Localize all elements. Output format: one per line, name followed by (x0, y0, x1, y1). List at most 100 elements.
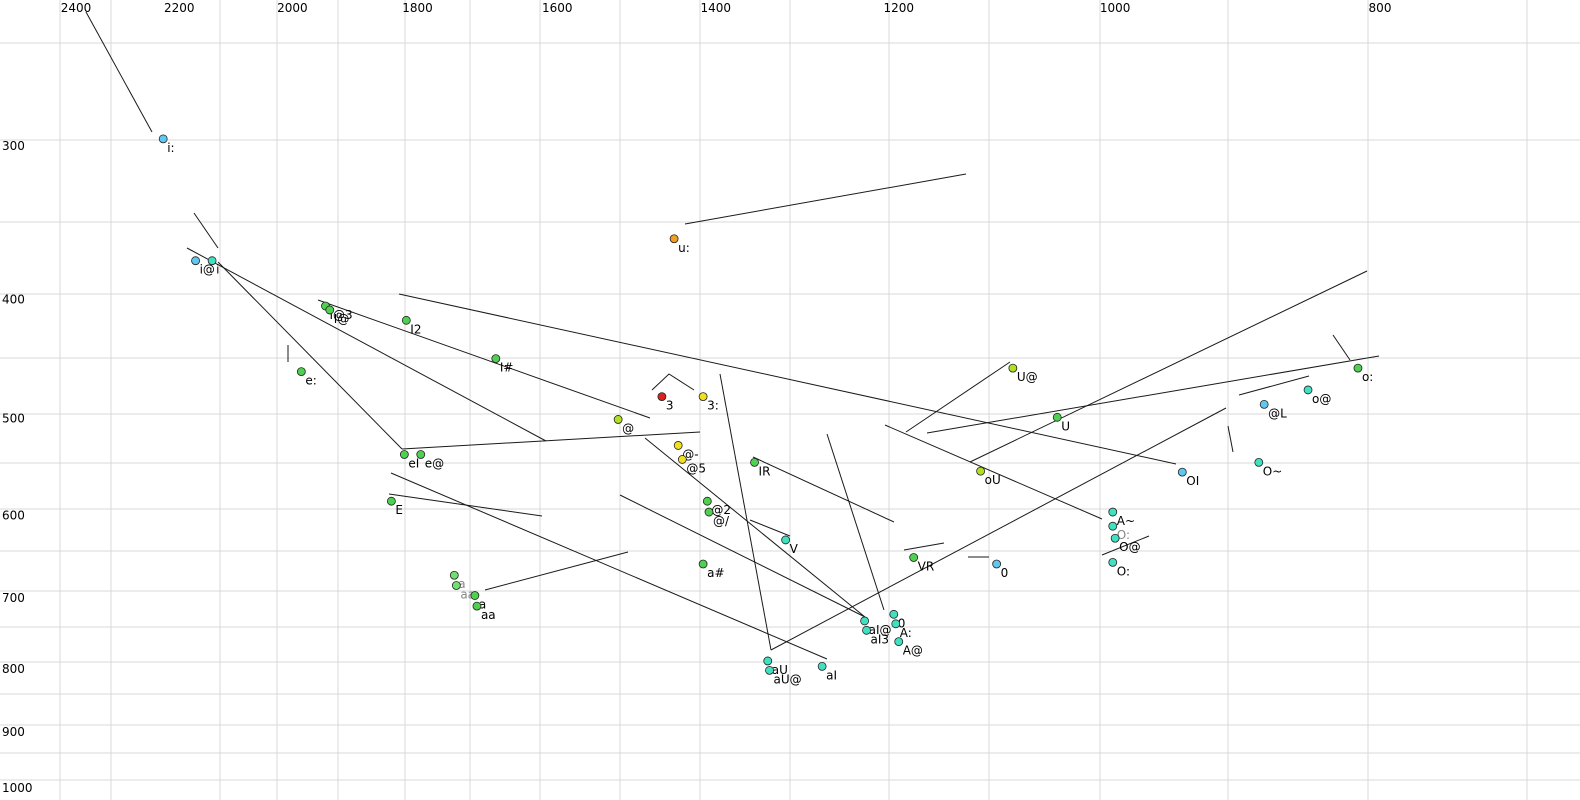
vowel-point (325, 305, 335, 315)
track-eI (401, 431, 701, 450)
tick-labels: 2400 2200 2000 1800 1600 1400 1200 1000 80030040… (2, 1, 1391, 795)
track-i-at (186, 247, 547, 442)
vowel-point (698, 392, 708, 402)
y-tick-label: 600 (2, 509, 25, 523)
vowel-label: aa (481, 608, 496, 622)
track-aU (719, 373, 772, 651)
vowel-label: A: (900, 626, 912, 640)
track-at-L (1238, 375, 1310, 396)
vowel-point (401, 315, 411, 325)
x-tick-label: 1200 (883, 1, 914, 15)
track-a (484, 551, 629, 591)
vowel-point (296, 367, 306, 377)
track-aU-glide (770, 407, 1227, 651)
vowel-point (399, 450, 409, 459)
vowel-point (817, 661, 827, 671)
vowel-label: I@ (334, 312, 350, 326)
vowel-label: @/ (713, 514, 730, 528)
vowel-label: O@ (1119, 540, 1140, 554)
track-o-long (1332, 334, 1351, 361)
y-tick-label: 400 (2, 292, 25, 306)
vowel-label: oU (985, 473, 1001, 487)
vowel-point (976, 466, 986, 476)
vowel-label: VR (918, 559, 935, 573)
vowel-point (765, 665, 774, 675)
vowel-point (750, 457, 759, 467)
vowel-label: IR (759, 464, 771, 478)
vowel-label: I# (500, 361, 514, 375)
track-aI-at (619, 494, 866, 618)
vowel-point (702, 496, 712, 506)
vowel-label: O: (1117, 564, 1130, 578)
vowel-point (449, 570, 459, 580)
vowel-label: o@ (1312, 392, 1331, 406)
x-tick-label: 1000 (1100, 1, 1131, 15)
vowel-label: U@ (1017, 370, 1038, 384)
vowel-point (763, 656, 773, 666)
vowel-point (669, 234, 679, 244)
vowel-point (1353, 363, 1363, 373)
vowel-point (1259, 399, 1269, 409)
vowel-label: a (458, 577, 465, 591)
vowel-label: A@ (903, 644, 923, 658)
track-i-long (85, 11, 153, 133)
vowel-label: 0 (898, 616, 906, 630)
vowel-label: i@ (200, 263, 215, 277)
vowel-point (909, 553, 919, 562)
vowel-point (491, 354, 501, 364)
vowel-point (613, 415, 623, 424)
vowel-label: i: (167, 141, 174, 155)
x-tick-label: 1600 (542, 1, 573, 15)
vowel-label: aI (826, 668, 837, 682)
vowel-point (1108, 521, 1118, 531)
x-tick-label: 2400 (61, 1, 92, 15)
vowel-label: a# (707, 566, 724, 580)
vowel-point (894, 637, 904, 647)
vowel-label: eI (408, 456, 419, 470)
track-VR (903, 542, 945, 551)
vowel-point (158, 134, 168, 144)
vowel-point (1108, 557, 1118, 567)
vowel-point (416, 450, 426, 459)
track-I-at (317, 299, 651, 419)
vowel-label: @5 (686, 461, 706, 475)
track-U (926, 355, 1380, 434)
track-U-at (905, 361, 1011, 433)
vowel-label: u: (678, 241, 690, 255)
vowel-label: A~ (1117, 514, 1135, 528)
y-tick-label: 900 (2, 725, 25, 739)
vowel-label: aU@ (774, 672, 802, 686)
vowel-point (207, 256, 217, 266)
vowel-label: aI3 (871, 632, 890, 646)
vowel-point (704, 507, 714, 517)
vowel-label: o: (1362, 370, 1373, 384)
vowel-label: O~ (1263, 464, 1283, 478)
vowel-label: e@ (425, 456, 444, 470)
vowel-point (451, 581, 461, 590)
vowel-point (860, 616, 870, 626)
vowel-label: E (395, 503, 403, 517)
track-i (193, 212, 219, 249)
vowel-point (1052, 412, 1062, 422)
track-at-dash (644, 437, 866, 618)
vowel-label: @2 (711, 503, 731, 517)
vowel-label: O: (1117, 528, 1130, 542)
vowel-point (1108, 507, 1118, 517)
vowel-label: V (790, 542, 799, 556)
vowel-point (1177, 467, 1187, 477)
x-tick-label: 1800 (402, 1, 433, 15)
vowel-label: 0 (1001, 566, 1009, 580)
vowel-point (1110, 533, 1120, 543)
track-u-long (684, 173, 967, 225)
vowel-point (472, 601, 482, 611)
vowel-point (386, 496, 396, 506)
vowel-point (1008, 363, 1018, 373)
vowel-point (1303, 385, 1313, 395)
vowel-label: I@3 (330, 308, 353, 322)
track-3 (651, 373, 695, 391)
vowel-point (889, 609, 899, 619)
formant-tracks (85, 11, 1380, 660)
vowel-point (677, 455, 687, 464)
